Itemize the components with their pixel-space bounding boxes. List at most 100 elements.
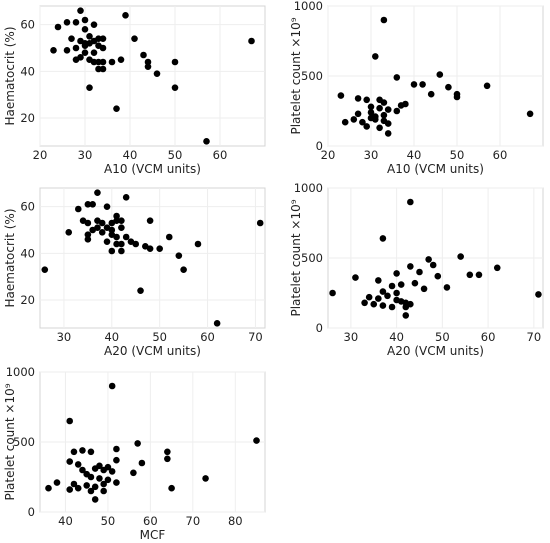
data-point bbox=[118, 240, 125, 248]
y-tick-label: 20 bbox=[20, 293, 35, 307]
x-tick-label: 30 bbox=[344, 330, 359, 344]
y-tick-label: 60 bbox=[20, 200, 35, 214]
data-point bbox=[72, 56, 80, 63]
data-point bbox=[131, 35, 138, 42]
data-point bbox=[113, 105, 120, 112]
data-point bbox=[99, 65, 107, 73]
x-tick-label: 60 bbox=[143, 514, 158, 528]
data-point bbox=[165, 233, 173, 241]
data-point bbox=[138, 459, 146, 467]
data-point bbox=[535, 291, 542, 298]
data-point bbox=[74, 461, 82, 468]
data-point bbox=[100, 466, 107, 474]
scatter-panel-1: 20 30 40 50 60 20 40 60 A10 (VCM units) Haematocr… bbox=[3, 5, 266, 176]
data-point bbox=[91, 496, 99, 503]
y-tick-label: 0 bbox=[316, 139, 323, 153]
data-point bbox=[416, 268, 423, 276]
plot-frame bbox=[39, 5, 266, 147]
data-point bbox=[367, 109, 375, 116]
data-point bbox=[407, 300, 414, 308]
y-tick-label: 60 bbox=[20, 18, 35, 32]
data-point bbox=[113, 217, 120, 224]
data-point bbox=[98, 229, 106, 236]
data-point bbox=[53, 479, 61, 486]
data-point bbox=[213, 320, 221, 327]
data-point bbox=[402, 312, 410, 319]
data-point bbox=[144, 58, 152, 66]
y-tick-label: 500 bbox=[13, 435, 35, 449]
data-point bbox=[94, 189, 101, 196]
data-point bbox=[466, 271, 474, 279]
data-point bbox=[384, 130, 392, 137]
data-point bbox=[443, 284, 451, 291]
data-point bbox=[74, 484, 82, 492]
data-point bbox=[248, 37, 255, 45]
data-point bbox=[365, 293, 373, 301]
x-tick-label: 40 bbox=[407, 148, 422, 162]
data-point bbox=[253, 437, 260, 444]
data-point bbox=[397, 281, 405, 288]
data-point bbox=[393, 289, 400, 297]
x-tick-label: 20 bbox=[321, 148, 336, 162]
data-point bbox=[140, 51, 147, 59]
data-point bbox=[194, 240, 202, 248]
data-point bbox=[108, 468, 116, 475]
data-point bbox=[66, 458, 74, 465]
data-point bbox=[379, 288, 387, 295]
x-tick-label: 50 bbox=[152, 330, 167, 344]
data-point bbox=[144, 63, 152, 70]
data-point bbox=[393, 107, 401, 115]
data-point bbox=[81, 16, 89, 24]
data-point bbox=[379, 235, 387, 242]
data-point bbox=[436, 71, 444, 78]
data-point bbox=[86, 40, 93, 47]
data-point bbox=[457, 253, 464, 260]
data-point bbox=[171, 84, 179, 91]
data-point bbox=[103, 203, 111, 210]
data-point bbox=[84, 201, 92, 208]
data-point bbox=[384, 292, 391, 300]
data-point bbox=[83, 482, 90, 489]
data-point bbox=[122, 194, 130, 201]
y-tick-label: 1000 bbox=[294, 0, 323, 13]
data-point bbox=[122, 12, 129, 19]
data-point bbox=[41, 266, 49, 273]
data-point bbox=[79, 447, 86, 454]
data-point bbox=[63, 47, 71, 54]
data-point bbox=[45, 484, 52, 492]
x-tick-label: 60 bbox=[481, 330, 496, 344]
data-point bbox=[70, 480, 78, 488]
scatter-panel-2: 20 30 40 50 60 0 500 1000 A10 (VCM units) Platele… bbox=[289, 0, 544, 176]
data-point bbox=[483, 82, 491, 90]
data-point bbox=[122, 233, 130, 241]
data-point bbox=[70, 448, 78, 456]
data-point bbox=[86, 84, 93, 91]
y-tick-label: 1000 bbox=[294, 181, 323, 195]
data-point bbox=[341, 118, 349, 126]
x-tick-label: 70 bbox=[248, 330, 263, 344]
data-point bbox=[103, 238, 111, 245]
data-point bbox=[94, 224, 101, 231]
x-tick-label: 30 bbox=[78, 148, 93, 162]
data-point bbox=[375, 277, 382, 284]
data-point bbox=[50, 47, 57, 54]
x-tick-label: 40 bbox=[389, 330, 404, 344]
x-tick-label: 50 bbox=[101, 514, 116, 528]
x-tick-label: 40 bbox=[123, 148, 138, 162]
data-point bbox=[91, 483, 99, 491]
data-point bbox=[77, 7, 84, 14]
data-point bbox=[91, 465, 99, 472]
data-point bbox=[63, 19, 71, 26]
data-point bbox=[411, 279, 419, 287]
data-point bbox=[329, 289, 336, 297]
data-point bbox=[384, 106, 392, 113]
y-tick-label: 500 bbox=[301, 251, 323, 265]
x-tick-label: 50 bbox=[450, 148, 465, 162]
data-point bbox=[380, 99, 388, 106]
data-point bbox=[171, 58, 179, 66]
data-point bbox=[79, 466, 86, 474]
data-point bbox=[256, 219, 264, 227]
data-point bbox=[65, 229, 73, 236]
